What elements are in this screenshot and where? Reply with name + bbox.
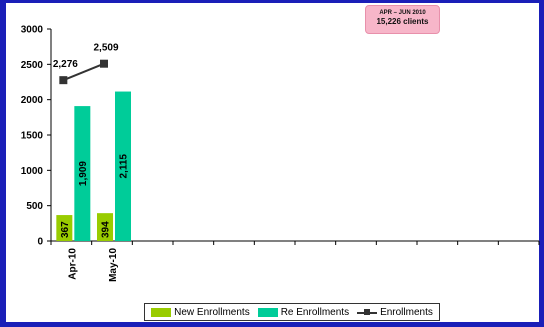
- point-label-enrollments: 2,276: [53, 59, 78, 70]
- point-label-enrollments: 2,509: [93, 43, 118, 54]
- bar-label-re-enrollments: 1,909: [78, 161, 89, 186]
- badge-period: APR – JUN 2010: [379, 10, 426, 16]
- y-tick-label: 500: [26, 201, 43, 212]
- y-tick-label: 3000: [21, 25, 44, 36]
- x-tick-label: May-10: [108, 248, 119, 282]
- bar-label-new-enrollments: 367: [60, 221, 71, 238]
- bar-label-re-enrollments: 2,115: [119, 154, 130, 179]
- y-tick-label: 1000: [21, 166, 44, 177]
- bar-new-enrollments: [97, 213, 113, 241]
- legend-label-new: New Enrollments: [174, 306, 250, 318]
- point-enrollments: [100, 59, 108, 68]
- bar-re-enrollments: [115, 91, 131, 241]
- legend-item-new: New Enrollments: [151, 307, 250, 318]
- legend-label-re: Re Enrollments: [280, 306, 350, 318]
- period-badge: APR – JUN 2010 15,226 clients: [365, 5, 440, 34]
- point-enrollments: [59, 76, 68, 85]
- legend-swatch-re: [257, 307, 278, 317]
- y-tick-label: 0: [37, 237, 43, 248]
- badge-clients: 15,226 clients: [376, 17, 429, 26]
- y-tick-label: 2000: [21, 95, 44, 106]
- bar-label-new-enrollments: 394: [101, 221, 112, 238]
- line-enrollments: [62, 62, 105, 82]
- x-tick-label: Apr-10: [67, 248, 78, 280]
- legend-swatch-new: [151, 307, 172, 317]
- bar-re-enrollments: [74, 106, 91, 241]
- bar-new-enrollments: [56, 215, 73, 241]
- legend-item-re: Re Enrollments: [257, 306, 350, 318]
- legend-label-total: Enrollments: [380, 306, 433, 318]
- chart-legend: New Enrollments Re Enrollments Enrollmen…: [144, 303, 440, 321]
- legend-item-total: Enrollments: [357, 307, 433, 318]
- y-tick-label: 1500: [21, 131, 44, 142]
- y-tick-label: 2500: [21, 60, 44, 71]
- chart-frame: APR – JUN 2010 15,226 clients: [6, 3, 539, 322]
- legend-swatch-total: [357, 308, 378, 317]
